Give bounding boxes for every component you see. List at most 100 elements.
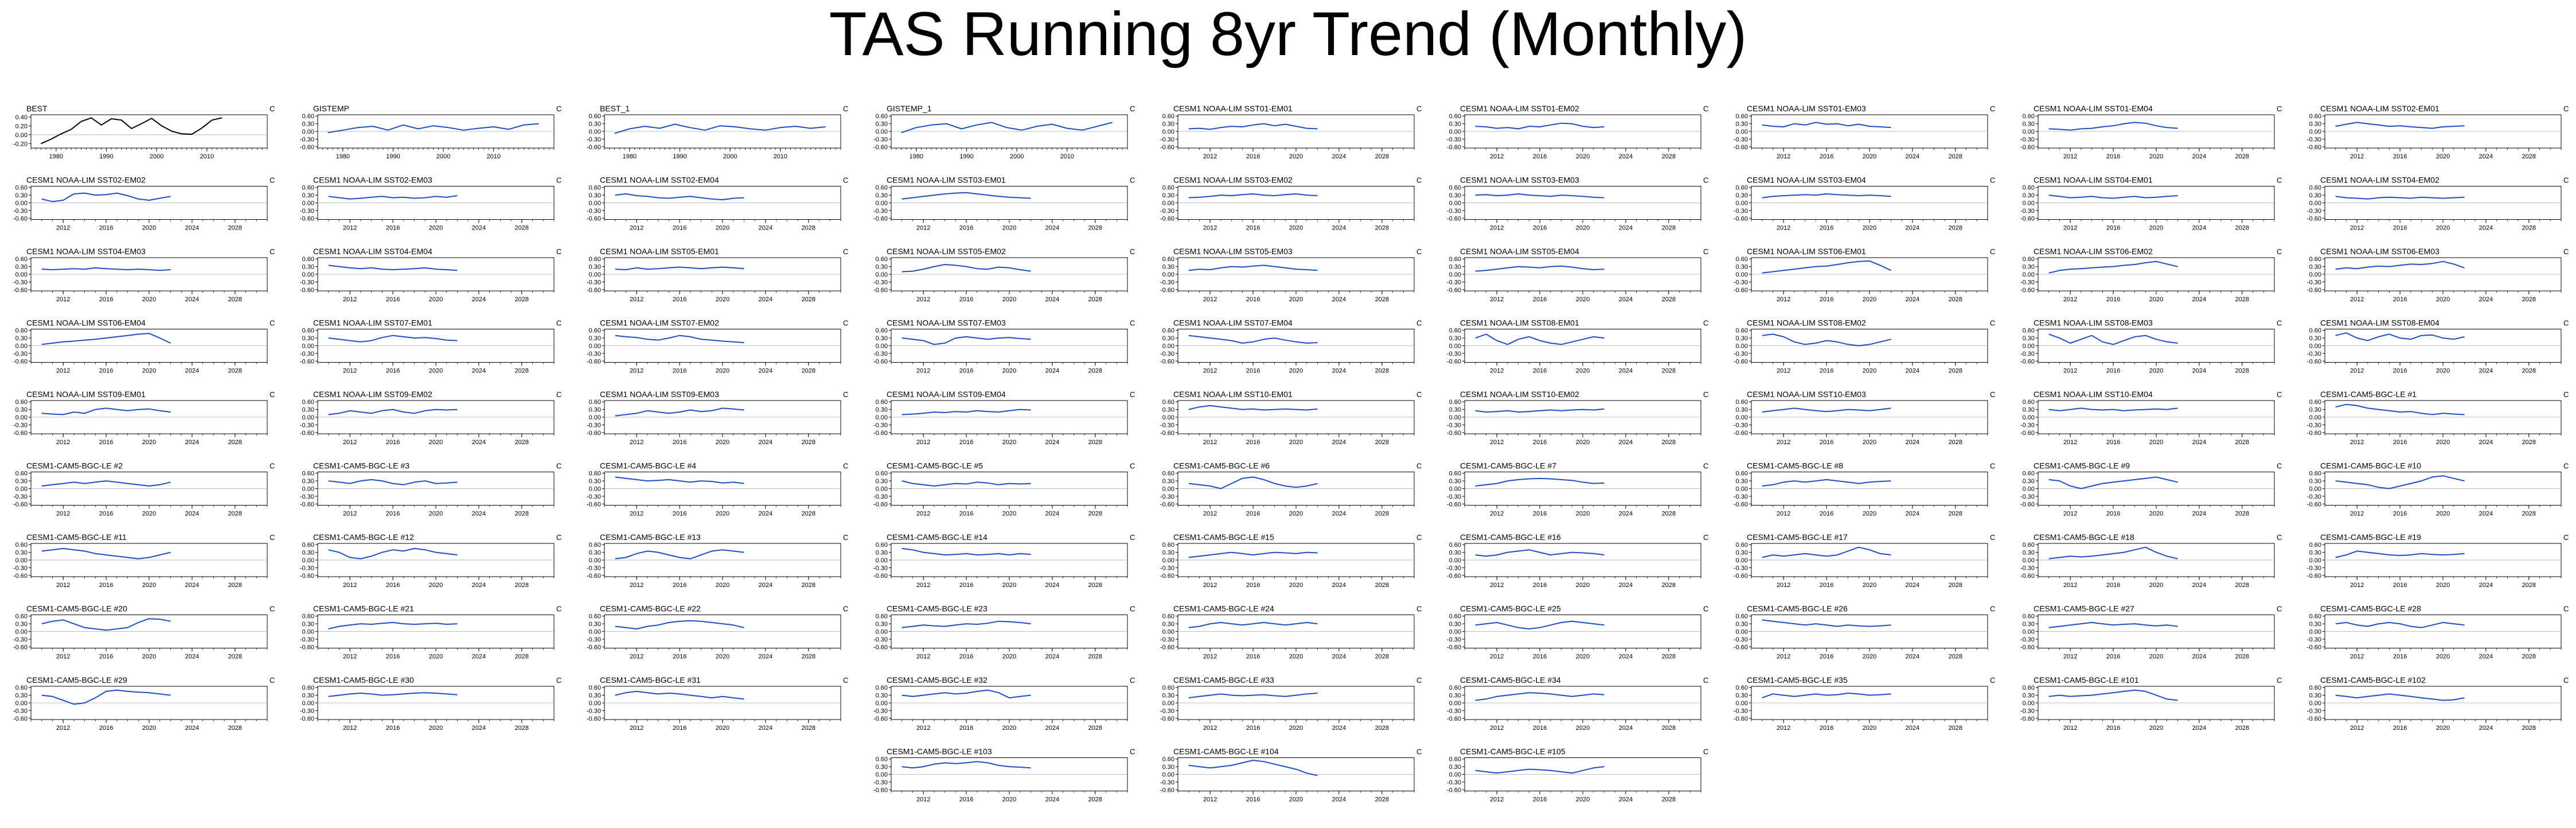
x-tick-label: 2020 xyxy=(1289,368,1303,375)
panel-title: CESM1-CAM5-BGC-LE #31 xyxy=(600,675,701,685)
x-tick-label: 2024 xyxy=(1619,225,1633,232)
y-tick-label: 0.30 xyxy=(2023,264,2035,271)
y-tick-label: 0.30 xyxy=(2309,335,2321,342)
x-tick-label: 2016 xyxy=(1820,582,1833,589)
unit-label: C xyxy=(1990,605,1995,613)
y-tick-label: 0.00 xyxy=(876,271,888,278)
panel-title: CESM1-CAM5-BGC-LE #22 xyxy=(600,604,701,613)
chart-panel: CESM1 NOAA-LIM SST03-EM04 C0.600.300.00-0… xyxy=(1734,176,1995,232)
x-tick-label: 2028 xyxy=(2522,511,2536,518)
x-tick-label: 2012 xyxy=(2063,225,2077,232)
x-tick-label: 2028 xyxy=(515,725,529,732)
series-line xyxy=(1762,333,1891,347)
x-tick-label: 2016 xyxy=(1533,296,1547,303)
x-tick-label: 2016 xyxy=(2393,582,2407,589)
chart-panel: CESM1-CAM5-BGC-LE #3 C 0.600.300.00-0.30-0… xyxy=(300,461,561,518)
x-tick-label: 2020 xyxy=(1289,511,1303,518)
x-tick-label: 2016 xyxy=(959,725,973,732)
y-tick-label: 0.30 xyxy=(589,264,601,271)
chart-panel: CESM1-CAM5-BGC-LE #102 C 0.60 0.300.00-0.30… xyxy=(2307,675,2569,732)
chart-panel: CESM1 NOAA-LIM SST03-EM02 C0.600.300.00-0… xyxy=(1160,176,1422,232)
series-line xyxy=(2048,333,2178,345)
y-tick-label: 0.30 xyxy=(1162,264,1174,271)
x-tick-label: 2028 xyxy=(1088,368,1102,375)
x-tick-label: 2020 xyxy=(429,582,443,589)
chart-panel: CESM1 NOAA-LIM SST09-EM02 C0.600.300.00-0… xyxy=(300,390,561,446)
panel-title: CESM1 NOAA-LIM SST06-EM04 xyxy=(26,318,146,328)
x-tick-label: 2012 xyxy=(916,225,930,232)
y-tick-label: -0.30 xyxy=(2307,351,2321,357)
panel-title: CESM1-CAM5-BGC-LE #33 xyxy=(1173,675,1274,685)
y-tick-label: 0.30 xyxy=(15,407,28,414)
unit-label: C xyxy=(2277,390,2282,399)
panel-title: CESM1-CAM5-BGC-LE #34 xyxy=(1460,675,1561,685)
x-tick-label: 2012 xyxy=(56,368,70,375)
x-tick-label: 2024 xyxy=(759,225,772,232)
y-tick-label: -0.30 xyxy=(873,279,888,286)
x-tick-label: 2012 xyxy=(1490,582,1504,589)
x-tick-label: 2012 xyxy=(2063,439,2077,446)
x-tick-label: 2028 xyxy=(2522,582,2536,589)
chart-panel: CESM1 NOAA-LIM SST03-EM01 C0.600.300.00-0… xyxy=(873,176,1135,232)
chart-panel: CESM1-CAM5-BGC-LE #101 C 0.60 0.300.00-0.30… xyxy=(2020,675,2282,732)
x-tick-label: 2016 xyxy=(2393,296,2407,303)
unit-label: C xyxy=(1130,104,1135,113)
y-tick-label: 0.60 xyxy=(2309,471,2321,477)
y-tick-label: 0.60 xyxy=(1449,542,1461,549)
y-tick-label: -0.30 xyxy=(2020,708,2035,714)
series-line xyxy=(2048,621,2178,628)
unit-label: C xyxy=(270,104,275,113)
x-tick-label: 2012 xyxy=(1777,153,1790,160)
x-tick-label: 2020 xyxy=(2436,511,2450,518)
y-tick-label: 0.00 xyxy=(589,486,601,493)
y-tick-label: 0.30 xyxy=(1449,478,1461,485)
y-tick-label: -0.30 xyxy=(1160,422,1174,429)
series-line xyxy=(2048,195,2178,199)
unit-label: C xyxy=(843,176,848,185)
y-tick-label: 0.30 xyxy=(2023,407,2035,414)
y-tick-label: 0.30 xyxy=(15,264,28,271)
unit-label: C xyxy=(556,104,561,113)
y-tick-label: 0.00 xyxy=(302,129,314,135)
y-tick-label: 0.00 xyxy=(876,200,888,207)
panel-title: CESM1 NOAA-LIM SST10-EM02 xyxy=(1460,390,1579,399)
unit-label: C xyxy=(2563,104,2569,113)
x-tick-label: 2020 xyxy=(429,225,443,232)
x-tick-label: 2012 xyxy=(2063,654,2077,660)
chart-panel: CESM1 NOAA-LIM SST05-EM01 C0.600.300.00-0… xyxy=(587,247,848,303)
x-tick-label: 2012 xyxy=(343,511,357,518)
y-tick-label: -0.30 xyxy=(13,208,28,215)
chart-panel: CESM1 NOAA-LIM SST06-EM01 C0.600.300.00-0… xyxy=(1734,247,1995,303)
y-tick-label: 0.60 xyxy=(2023,185,2035,192)
y-tick-label: -0.30 xyxy=(1734,351,1748,357)
y-tick-label: -0.30 xyxy=(1447,636,1461,643)
x-tick-label: 2016 xyxy=(1533,511,1547,518)
x-tick-label: 2020 xyxy=(1002,725,1016,732)
x-tick-label: 2024 xyxy=(2192,439,2206,446)
x-tick-label: 2028 xyxy=(2522,725,2536,732)
x-tick-label: 2020 xyxy=(1289,796,1303,803)
panel-title: CESM1-CAM5-BGC-LE #20 xyxy=(26,604,127,613)
y-tick-label: -0.30 xyxy=(587,493,601,500)
y-tick-label: 0.00 xyxy=(1162,486,1174,493)
x-tick-label: 2024 xyxy=(1619,796,1633,803)
x-tick-label: 2020 xyxy=(142,725,156,732)
unit-label: C xyxy=(2277,605,2282,613)
x-tick-label: 2020 xyxy=(1289,439,1303,446)
x-tick-label: 2012 xyxy=(1490,439,1504,446)
unit-label: C xyxy=(843,390,848,399)
x-tick-label: 2028 xyxy=(515,439,529,446)
y-tick-label: -0.30 xyxy=(2020,136,2035,143)
x-tick-label: 2024 xyxy=(1906,225,1919,232)
y-tick-label: -0.60 xyxy=(1160,287,1174,294)
x-tick-label: 2012 xyxy=(343,296,357,303)
x-tick-label: 2012 xyxy=(1203,654,1217,660)
y-tick-label: -0.60 xyxy=(13,430,28,437)
unit-label: C xyxy=(1416,176,1422,185)
x-tick-label: 2028 xyxy=(802,296,815,303)
panel-title: CESM1-CAM5-BGC-LE #13 xyxy=(600,532,701,542)
chart-panel: CESM1 NOAA-LIM SST07-EM01 C0.600.300.00-0… xyxy=(300,318,561,375)
x-tick-label: 2024 xyxy=(759,654,772,660)
y-tick-label: -0.30 xyxy=(300,279,314,286)
x-tick-label: 2016 xyxy=(386,439,400,446)
